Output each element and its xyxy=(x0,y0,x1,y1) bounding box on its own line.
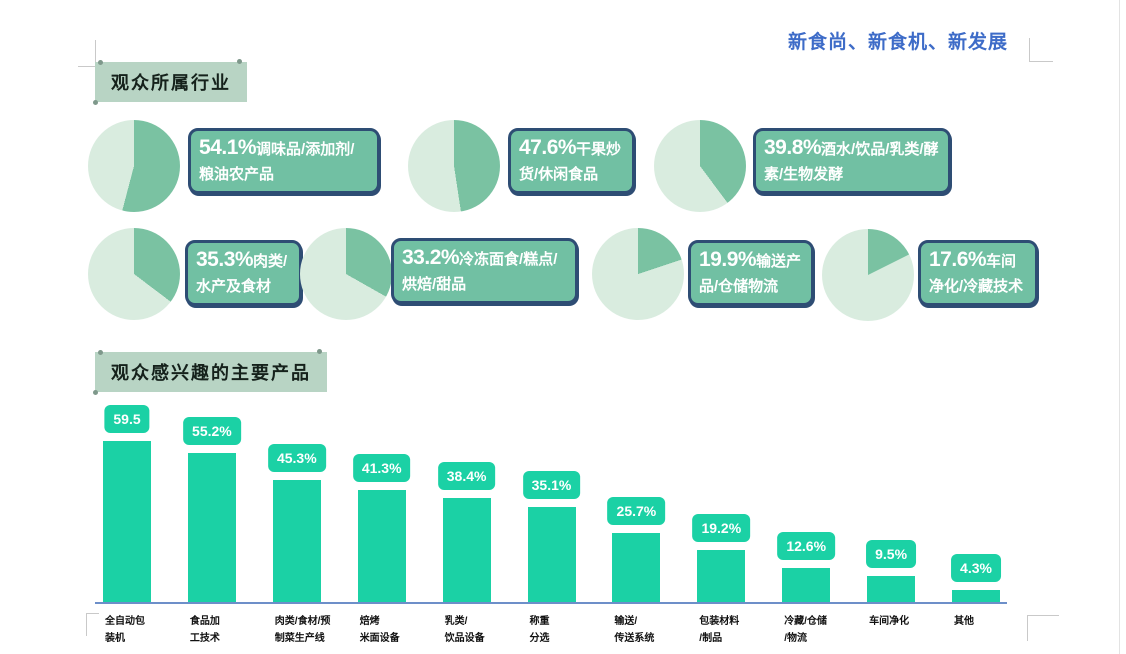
section-title-products: 观众感兴趣的主要产品 xyxy=(93,349,327,395)
section-title-text: 观众所属行业 xyxy=(111,73,231,93)
bar-value-badge: 59.5 xyxy=(104,405,150,433)
pie-label: 肉类/水产及食材 xyxy=(196,253,288,295)
pie-chart-beverage xyxy=(654,120,746,212)
bar xyxy=(272,480,321,602)
section-title-industries: 观众所属行业 xyxy=(93,59,247,105)
pie-callout-snacks: 47.6%干果炒货/休闲食品 xyxy=(508,128,635,194)
x-axis-line xyxy=(95,602,1007,604)
page-edge-line xyxy=(1119,0,1120,654)
pin-dot-icon xyxy=(237,59,242,64)
pie-label: 干果炒货/休闲食品 xyxy=(519,141,622,183)
pie-callout-frozen-food: 33.2%冷冻面食/糕点/烘焙/甜品 xyxy=(391,238,578,304)
bar-category-label: 乳类/ 饮品设备 xyxy=(444,616,485,644)
pin-dot-icon xyxy=(98,60,103,65)
bar xyxy=(357,490,406,602)
pie-percent: 39.8% xyxy=(764,136,822,159)
pie-label: 冷冻面食/糕点/烘焙/甜品 xyxy=(402,251,558,293)
pin-dot-icon xyxy=(93,390,98,395)
pie-percent: 19.9% xyxy=(699,248,757,271)
pie-chart-snacks xyxy=(408,120,500,212)
page-slogan: 新食尚、新食机、新发展 xyxy=(787,32,1008,53)
bar-value-badge: 12.6% xyxy=(777,532,836,560)
bar-category-label: 输送/ 传送系统 xyxy=(614,616,655,644)
crop-mark-bottom-right xyxy=(1027,615,1059,641)
crop-mark-top-right xyxy=(1029,38,1053,62)
pie-chart-meat xyxy=(88,228,180,320)
pie-label: 酒水/饮品/乳类/酵素/生物发酵 xyxy=(764,141,939,183)
pie-percent: 35.3% xyxy=(196,248,254,271)
pie-percent: 47.6% xyxy=(519,136,577,159)
pie-label: 调味品/添加剂/粮油农产品 xyxy=(199,141,355,183)
pie-callout-purification: 17.6%车间净化/冷藏技术 xyxy=(918,240,1038,306)
bar-category-label: 称重 分选 xyxy=(529,616,550,644)
bar-value-badge: 41.3% xyxy=(352,454,411,482)
bar xyxy=(187,453,236,602)
bar-value-badge: 25.7% xyxy=(607,497,666,525)
bar xyxy=(442,498,491,602)
pie-chart-conveying xyxy=(592,228,684,320)
bar-category-label: 车间净化 xyxy=(869,616,910,627)
pie-label: 车间净化/冷藏技术 xyxy=(929,253,1024,295)
pin-dot-icon xyxy=(317,349,322,354)
pie-percent: 54.1% xyxy=(199,136,257,159)
bar xyxy=(612,533,661,602)
bar-category-label: 肉类/食材/预 制菜生产线 xyxy=(274,616,331,644)
crop-mark-top-left xyxy=(78,40,96,67)
pie-chart-seasoning xyxy=(88,120,180,212)
bar-value-badge: 45.3% xyxy=(267,444,326,472)
pie-callout-beverage: 39.8%酒水/饮品/乳类/酵素/生物发酵 xyxy=(753,128,951,194)
pie-chart-purification xyxy=(822,229,914,321)
pin-dot-icon xyxy=(93,100,98,105)
pie-chart-frozen-food xyxy=(300,228,392,320)
bar-category-label: 其他 xyxy=(954,616,974,627)
bar xyxy=(782,568,831,602)
interest-bar-chart: 59.5 全自动包 装机 55.2% 食品加 工技术 45.3% 肉类/食材/预 制菜生产… xyxy=(95,400,1025,654)
bar-value-badge: 9.5% xyxy=(866,540,917,568)
bar xyxy=(867,576,916,602)
crop-mark-bottom-left xyxy=(86,613,99,636)
pie-callout-meat: 35.3%肉类/水产及食材 xyxy=(185,240,302,306)
bar-value-badge: 55.2% xyxy=(183,417,241,445)
pin-dot-icon xyxy=(98,350,103,355)
bar-value-badge: 38.4% xyxy=(437,462,496,490)
pie-percent: 33.2% xyxy=(402,246,460,269)
bar-category-label: 包装材料 /制品 xyxy=(699,616,740,644)
bar-category-label: 食品加 工技术 xyxy=(189,616,220,644)
bar xyxy=(697,550,746,602)
bar xyxy=(527,507,576,602)
bar-category-label: 焙烤 米面设备 xyxy=(359,616,400,644)
bar-category-label: 全自动包 装机 xyxy=(105,616,145,644)
pie-callout-seasoning: 54.1%调味品/添加剂/粮油农产品 xyxy=(188,128,380,194)
bar xyxy=(103,441,151,602)
pie-callout-conveying: 19.9%输送产品/仓储物流 xyxy=(688,240,814,306)
bar xyxy=(952,590,1000,602)
bar-value-badge: 35.1% xyxy=(522,471,581,499)
bar-category-label: 冷藏/仓储 /物流 xyxy=(784,616,827,644)
section-title-text: 观众感兴趣的主要产品 xyxy=(111,363,311,383)
bar-value-badge: 19.2% xyxy=(692,514,751,542)
pie-label: 输送产品/仓储物流 xyxy=(699,253,802,295)
bar-value-badge: 4.3% xyxy=(951,554,1001,582)
pie-percent: 17.6% xyxy=(929,248,987,271)
